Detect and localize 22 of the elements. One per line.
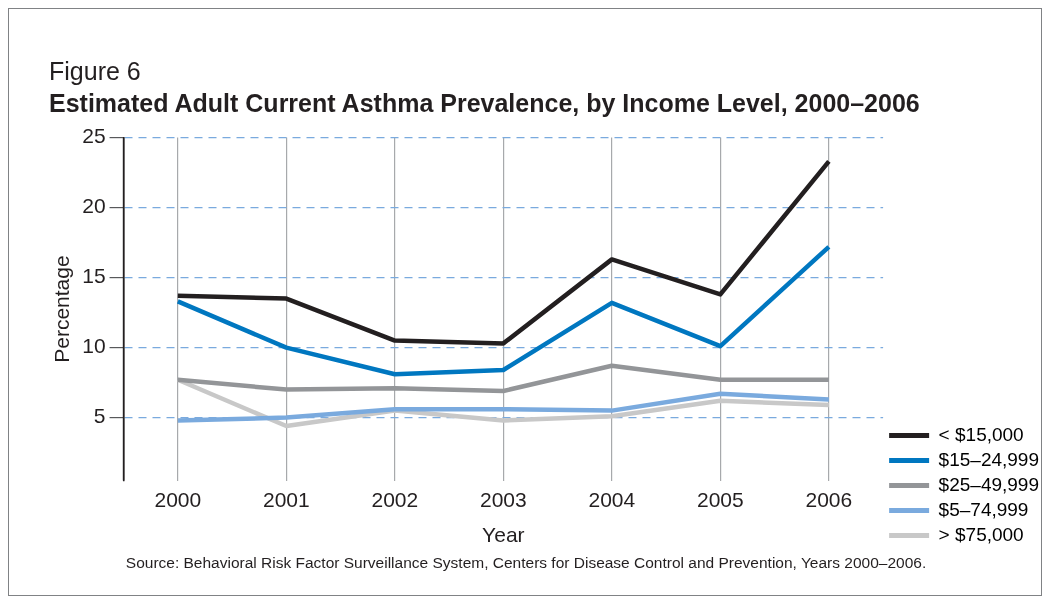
legend-label: > $75,000: [938, 523, 1024, 545]
y-tick-label: 25: [82, 124, 106, 148]
legend-label: $25–49,999: [938, 473, 1040, 495]
x-tick-label: 2000: [154, 488, 202, 511]
legend-label: < $15,000: [938, 423, 1024, 445]
y-tick-label: 10: [82, 334, 106, 358]
chart-subtitle: Estimated Adult Current Asthma Prevalence, by Income Level, 2000–2006: [49, 89, 920, 118]
x-tick-label: 2006: [805, 488, 853, 511]
x-tick-label: 2001: [262, 488, 310, 511]
x-tick-label: 2002: [371, 488, 419, 511]
y-tick-label: 20: [82, 194, 106, 218]
x-axis-title: Year: [482, 523, 525, 547]
chart-title: Figure 6: [49, 57, 141, 86]
y-tick-label: 15: [82, 264, 106, 288]
source-note: Source: Behavioral Risk Factor Surveillance System, Centers for Disease Control and Prevention, Years 2000–2006.: [124, 554, 928, 572]
x-tick-label: 2005: [697, 488, 744, 511]
y-tick-label: 5: [93, 404, 106, 428]
x-tick-label: 2003: [479, 488, 527, 511]
legend-label: $5–74,999: [938, 498, 1029, 520]
x-tick-label: 2004: [588, 488, 636, 511]
y-axis-title: Percentage: [50, 255, 74, 363]
legend-label: $15–24,999: [938, 448, 1040, 470]
